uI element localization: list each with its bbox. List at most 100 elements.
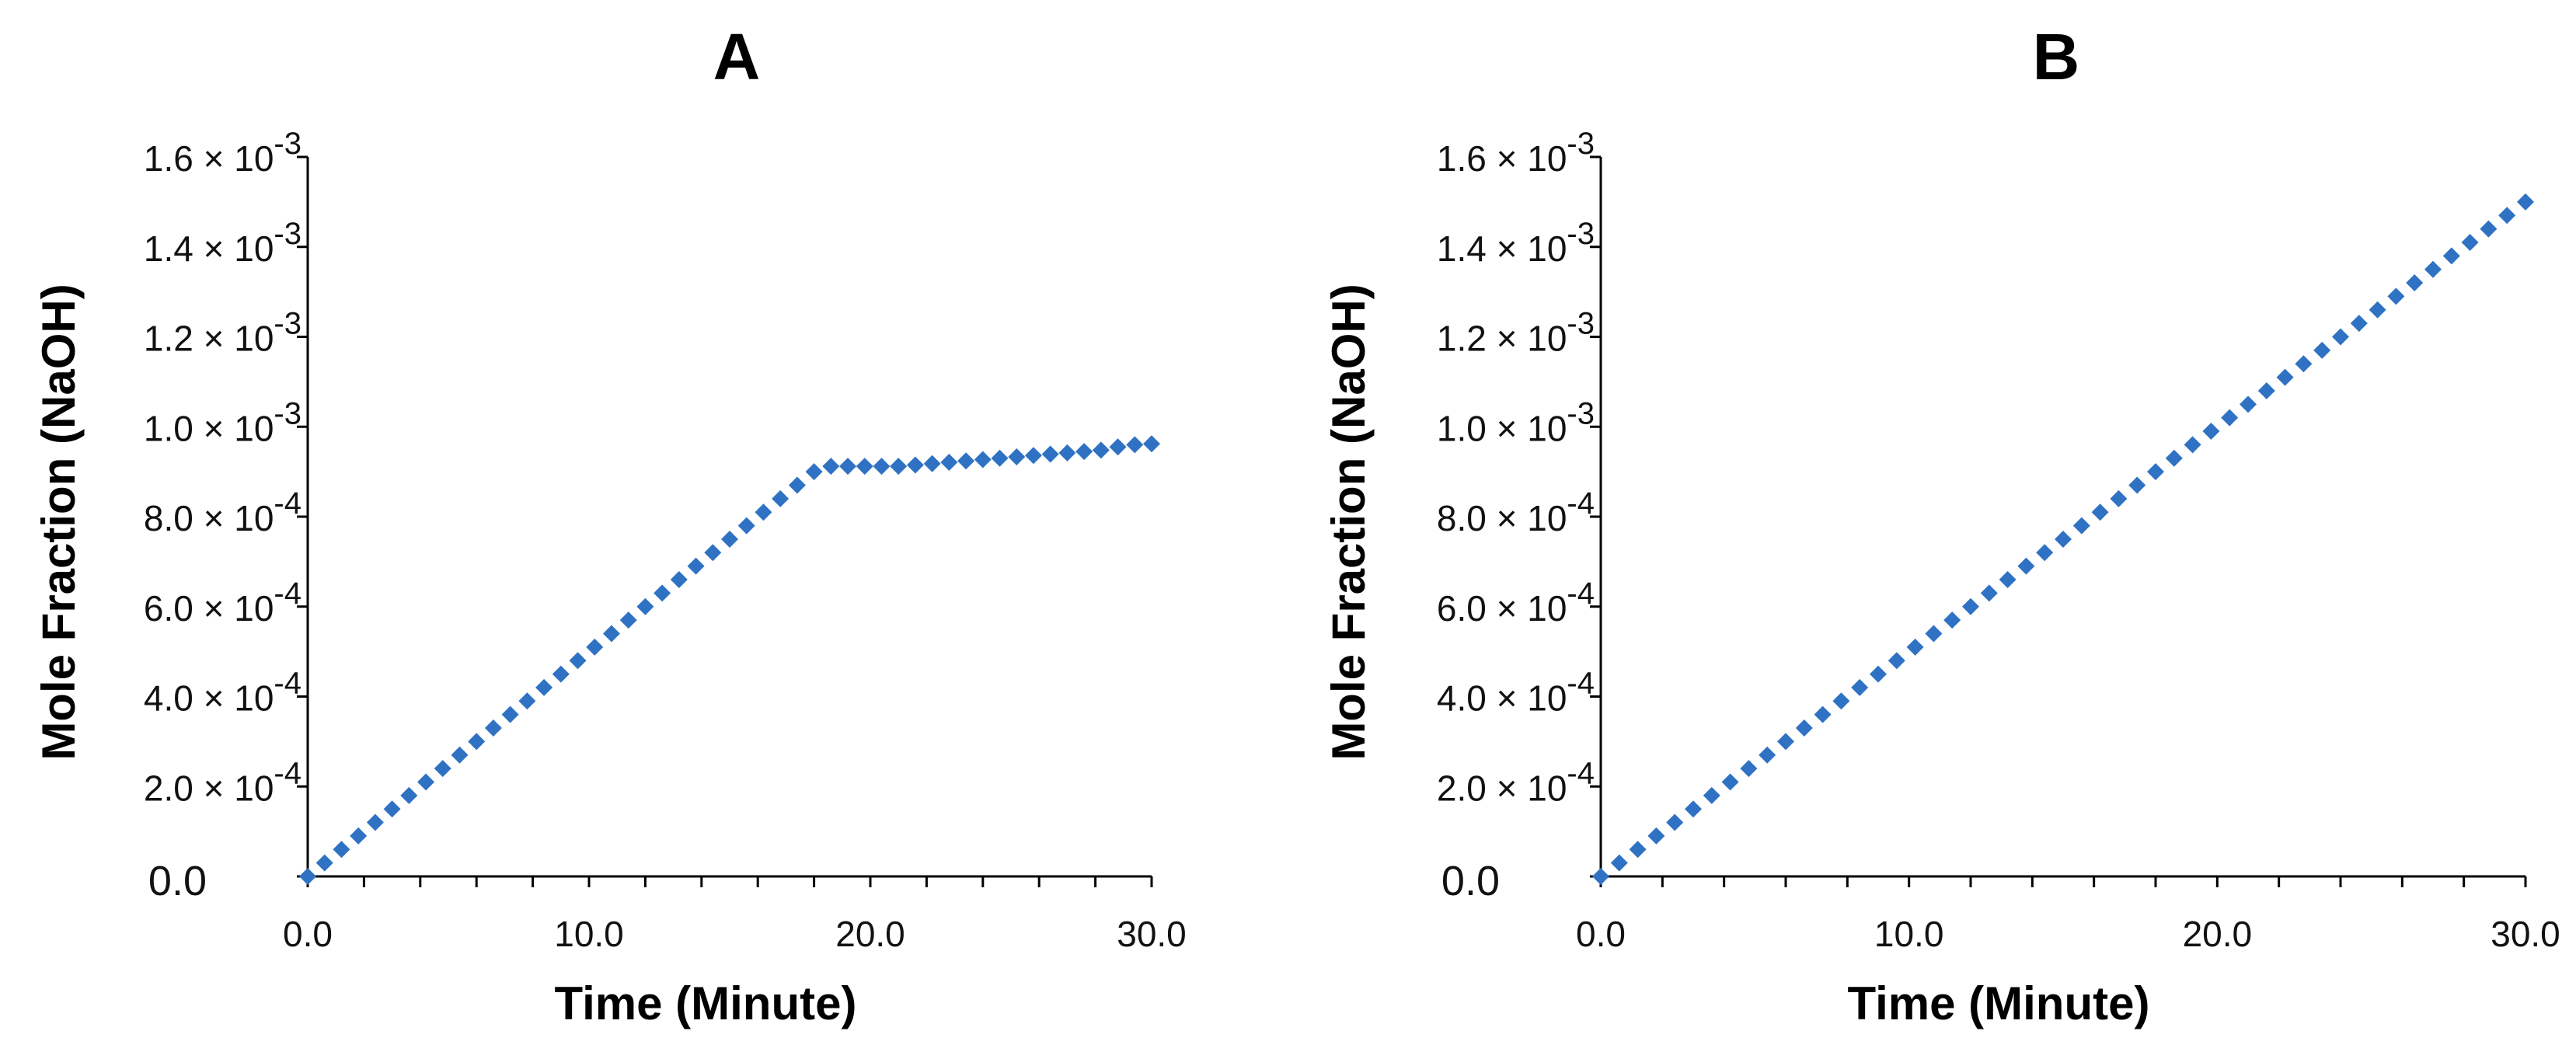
x-tick-label: 10.0: [1874, 914, 1944, 954]
data-point: [1943, 611, 1961, 629]
axes: 0.0 10.0 20.0 30.0 0.0 2.0 × 10-4 4.0 × 10-4 6.…: [1437, 127, 2560, 954]
data-point: [518, 692, 536, 710]
data-point: [315, 854, 333, 872]
y-tick-label: 8.0 × 10-4: [1437, 486, 1595, 538]
data-point: [1126, 436, 1144, 454]
data-point: [1685, 800, 1702, 818]
y-tick-label: 1.2 × 10-3: [1437, 307, 1595, 359]
data-point: [400, 786, 418, 804]
data-point: [2332, 328, 2349, 346]
x-tick-label: 20.0: [2183, 914, 2253, 954]
chart-panel-b: B Time (Minute) Mole Fraction (NaOH) 0.0…: [1290, 0, 2576, 1052]
data-point: [721, 530, 738, 548]
data-point: [1592, 868, 1609, 885]
data-point: [2369, 301, 2386, 319]
data-point: [552, 665, 570, 683]
data-point: [1629, 841, 1647, 859]
x-tick-label: 30.0: [2491, 914, 2560, 954]
y-tick-label: 0.0: [148, 858, 207, 904]
chart-b: B Time (Minute) Mole Fraction (NaOH) 0.0…: [1323, 20, 2560, 1029]
data-point: [1832, 692, 1850, 710]
data-point: [2442, 247, 2460, 265]
data-point: [1092, 441, 1110, 459]
y-tick-label: 1.2 × 10-3: [144, 307, 302, 359]
data-point: [1759, 746, 1776, 764]
data-point: [468, 733, 486, 751]
data-point: [974, 451, 992, 469]
data-point: [1980, 584, 1998, 602]
data-series: [299, 435, 1160, 885]
data-point: [2313, 341, 2331, 359]
y-tick-label: 1.0 × 10-3: [144, 396, 302, 448]
y-tick-label: 4.0 × 10-4: [144, 667, 302, 719]
data-point: [1740, 760, 1758, 778]
data-point: [2350, 315, 2368, 333]
y-tick-label: 8.0 × 10-4: [144, 486, 302, 538]
data-point: [856, 458, 873, 475]
data-point: [1777, 733, 1794, 751]
data-point: [2480, 220, 2498, 238]
data-point: [2147, 463, 2164, 481]
data-point: [1721, 773, 1739, 791]
chart-title: A: [713, 20, 761, 93]
data-point: [654, 584, 671, 602]
data-point: [1008, 448, 1026, 466]
data-point: [501, 705, 519, 723]
data-point: [1041, 445, 1059, 463]
data-point: [772, 489, 790, 507]
data-point: [923, 455, 941, 472]
x-tick-label: 0.0: [283, 914, 333, 954]
data-point: [2202, 423, 2220, 441]
data-point: [1888, 652, 1905, 670]
data-point: [873, 458, 891, 475]
data-point: [1109, 438, 1127, 456]
data-point: [1610, 854, 1628, 872]
data-point: [1814, 705, 1832, 723]
data-point: [2257, 381, 2275, 399]
data-point: [2221, 409, 2239, 427]
chart-title: B: [2033, 20, 2080, 93]
x-axis-label: Time (Minute): [1848, 977, 2150, 1029]
y-tick-label: 1.4 × 10-3: [144, 217, 302, 269]
data-point: [619, 611, 637, 629]
data-point: [383, 800, 401, 818]
data-point: [2036, 544, 2054, 562]
data-point: [451, 746, 469, 764]
data-point: [1058, 444, 1076, 462]
data-point: [704, 544, 722, 562]
data-point: [1870, 665, 1887, 683]
data-point: [484, 719, 502, 737]
x-tick-label: 30.0: [1117, 914, 1187, 954]
data-point: [1075, 443, 1093, 461]
data-point: [2517, 193, 2534, 211]
data-point: [1703, 786, 1720, 804]
x-tick-label: 10.0: [554, 914, 624, 954]
data-point: [2276, 368, 2294, 386]
data-point: [2091, 503, 2109, 521]
data-point: [2240, 395, 2257, 413]
y-tick-label: 1.4 × 10-3: [1437, 217, 1595, 269]
data-point: [1925, 625, 1943, 643]
data-point: [569, 652, 587, 670]
data-point: [737, 517, 755, 535]
data-point: [670, 571, 688, 589]
x-tick-label: 0.0: [1576, 914, 1626, 954]
data-point: [1666, 813, 1684, 831]
data-point: [2072, 517, 2090, 535]
data-point: [2184, 436, 2201, 454]
data-point: [2387, 287, 2405, 305]
data-point: [2055, 530, 2072, 548]
data-point: [1143, 435, 1160, 453]
data-point: [2461, 233, 2479, 251]
axes: 0.0 10.0 20.0 30.0 0.0 2.0 × 10-4 4.0 × 10-4 6.…: [144, 127, 1187, 954]
data-point: [805, 463, 823, 481]
data-point: [839, 458, 857, 475]
y-tick-label: 2.0 × 10-4: [144, 756, 302, 808]
data-point: [2165, 449, 2183, 467]
y-axis-label: Mole Fraction (NaOH): [1323, 284, 1375, 760]
data-point: [1999, 571, 2017, 589]
data-point: [687, 557, 705, 575]
y-tick-label: 2.0 × 10-4: [1437, 756, 1595, 808]
data-point: [957, 452, 975, 470]
chart-panel-a: A Time (Minute) Mole Fraction (NaOH) 0.0…: [33, 20, 1187, 1029]
